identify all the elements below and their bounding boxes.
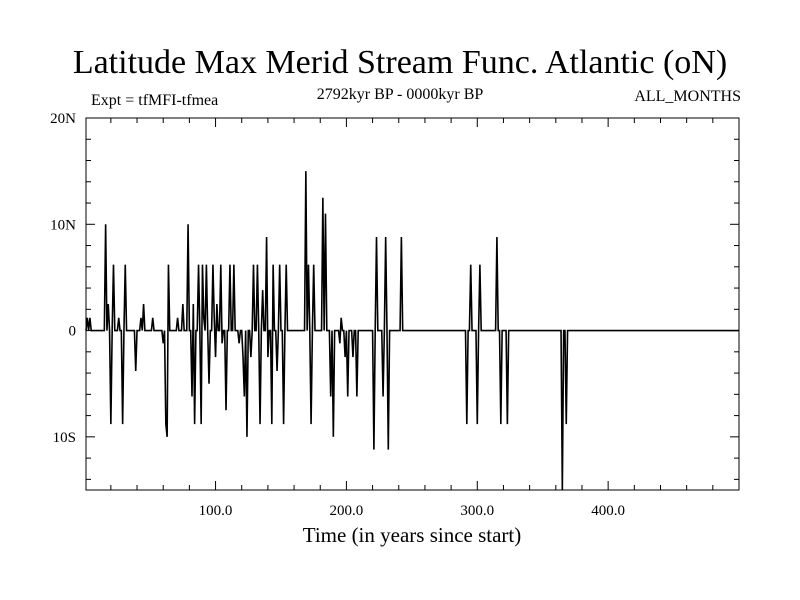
series-line — [85, 171, 739, 491]
y-tick-label: 10S — [53, 430, 76, 446]
chart-title: Latitude Max Merid Stream Func. Atlantic… — [72, 44, 728, 81]
y-tick-label: 10N — [50, 217, 76, 233]
y-tick-label: 20N — [50, 111, 76, 127]
x-tick-label: 300.0 — [460, 503, 494, 519]
x-axis-label: Time (in years since start) — [303, 523, 522, 547]
y-tick-label: 0 — [69, 324, 77, 340]
axis-tick-labels: 100.0 200.0 300.0 400.0 20N 10N 0 10S — [50, 111, 625, 519]
experiment-label: Expt = tfMFI-tfmea — [91, 92, 219, 109]
months-label: ALL_MONTHS — [634, 88, 741, 105]
x-tick-label: 100.0 — [199, 503, 233, 519]
x-tick-label: 400.0 — [591, 503, 625, 519]
period-label: 2792kyr BP - 0000kyr BP — [316, 86, 484, 103]
x-tick-label: 200.0 — [330, 503, 364, 519]
axis-ticks — [86, 118, 739, 490]
plot-frame — [85, 117, 740, 491]
